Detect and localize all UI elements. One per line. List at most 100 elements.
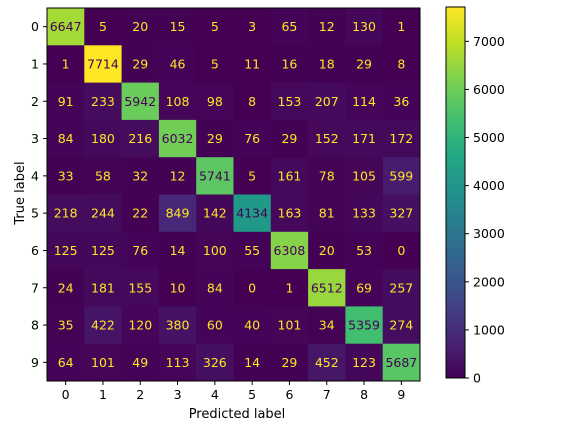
cell-value-8-5: 40: [244, 318, 260, 333]
cell-value-1-0: 1: [62, 56, 70, 71]
cell-value-7-3: 10: [170, 280, 186, 295]
cell-value-3-8: 171: [352, 131, 376, 146]
cell-value-0-7: 12: [319, 19, 335, 34]
heatmap-cell-2-4: [196, 82, 234, 121]
heatmap-cell-4-8: [345, 157, 384, 195]
heatmap-cell-2-7: [308, 82, 346, 121]
heatmap-cell-3-6: [270, 119, 309, 158]
y-tick-label-8: 8: [31, 318, 39, 333]
cell-value-8-2: 120: [128, 318, 152, 333]
cell-value-5-9: 327: [389, 206, 413, 221]
heatmap-cell-8-2: [121, 306, 160, 345]
cell-value-1-1: 7714: [87, 56, 119, 71]
cell-value-1-8: 29: [356, 56, 372, 71]
cell-value-0-9: 1: [397, 19, 405, 34]
cell-value-6-8: 53: [356, 243, 372, 258]
colorbar-tick-label-2: 2000: [473, 274, 505, 289]
heatmap-cell-5-6: [270, 194, 309, 233]
cell-value-4-0: 33: [58, 168, 74, 183]
heatmap-cell-7-3: [158, 269, 197, 307]
cell-value-5-0: 218: [54, 206, 78, 221]
heatmap-cell-7-8: [345, 269, 384, 307]
heatmap-cell-1-0: [47, 45, 85, 83]
heatmap-cell-3-3: [158, 119, 197, 158]
heatmap-cell-4-2: [121, 157, 160, 195]
cell-value-0-5: 3: [248, 19, 256, 34]
cell-value-6-6: 6308: [274, 243, 306, 258]
cell-value-5-4: 142: [203, 206, 227, 221]
cell-value-4-3: 12: [170, 168, 186, 183]
cell-value-8-3: 380: [166, 318, 190, 333]
cell-value-1-7: 18: [319, 56, 335, 71]
cell-value-1-4: 5: [211, 56, 219, 71]
cell-value-6-9: 0: [397, 243, 405, 258]
y-axis-label: True label: [13, 161, 28, 225]
cell-value-2-5: 8: [248, 94, 256, 109]
heatmap-cell-3-8: [345, 119, 384, 158]
heatmap-cell-2-8: [345, 82, 384, 121]
cell-value-6-0: 125: [54, 243, 78, 258]
colorbar: 0 1000 2000 3000 4000 5000 6000 7000: [445, 6, 505, 386]
cell-value-8-6: 101: [278, 318, 302, 333]
heatmap-cell-4-3: [158, 157, 197, 195]
y-tick-label-1: 1: [31, 56, 39, 71]
heatmap-cell-4-5: [233, 157, 272, 195]
heatmap-cell-1-5: [233, 45, 272, 83]
cell-value-6-2: 76: [132, 243, 148, 258]
heatmap-cell-2-9: [382, 82, 421, 121]
cell-value-3-2: 216: [128, 131, 152, 146]
heatmap-cell-2-1: [84, 82, 122, 121]
cell-value-8-1: 422: [91, 318, 115, 333]
cell-value-1-5: 11: [244, 56, 260, 71]
heatmap-cell-6-7: [308, 231, 346, 270]
heatmap-frame: [46, 7, 421, 382]
cell-value-0-8: 130: [352, 19, 376, 34]
heatmap-cell-0-3: [158, 8, 197, 46]
heatmap-cell-5-3: [158, 194, 197, 233]
cell-value-2-9: 36: [393, 94, 409, 109]
heatmap-cell-6-2: [121, 231, 160, 270]
heatmap-cell-9-0: [47, 343, 85, 382]
heatmap-cell-8-5: [233, 306, 272, 345]
cell-value-2-8: 114: [352, 94, 376, 109]
cell-value-9-8: 123: [352, 355, 376, 370]
heatmap-cell-7-2: [121, 269, 160, 307]
cell-value-2-2: 5942: [124, 94, 156, 109]
heatmap-cell-9-5: [233, 343, 272, 382]
x-tick-label-7: 7: [323, 387, 331, 402]
heatmap-cell-0-7: [308, 8, 346, 46]
cell-value-0-2: 20: [132, 19, 148, 34]
cell-value-9-6: 29: [281, 355, 297, 370]
y-tick-label-6: 6: [31, 243, 39, 258]
heatmap-cell-4-7: [308, 157, 346, 195]
cell-value-5-2: 22: [132, 206, 148, 221]
colorbar-tick-label-3: 3000: [473, 226, 505, 241]
cell-value-5-7: 81: [319, 206, 335, 221]
cell-value-3-1: 180: [91, 131, 115, 146]
cell-value-8-0: 35: [58, 318, 74, 333]
heatmap-cell-6-4: [196, 231, 234, 270]
heatmap-cell-6-1: [84, 231, 122, 270]
cell-value-7-9: 257: [389, 280, 413, 295]
heatmap-cell-6-8: [345, 231, 384, 270]
heatmap-cell-5-5: [233, 194, 272, 233]
colorbar-tick-label-4: 4000: [473, 178, 505, 193]
cell-value-9-7: 452: [315, 355, 339, 370]
heatmap-cell-4-0: [47, 157, 85, 195]
heatmap-cell-2-2: [121, 82, 160, 121]
cell-value-0-3: 15: [170, 19, 186, 34]
cell-value-4-1: 58: [95, 168, 111, 183]
x-tick-label-2: 2: [136, 387, 144, 402]
heatmap-cell-1-1: [84, 45, 122, 83]
y-tick-label-9: 9: [31, 355, 39, 370]
cell-value-4-7: 78: [319, 168, 335, 183]
heatmap-cell-9-8: [345, 343, 384, 382]
heatmap-cell-3-4: [196, 119, 234, 158]
cell-value-3-3: 6032: [162, 131, 194, 146]
y-tick-label-4: 4: [31, 168, 39, 183]
cell-value-9-2: 49: [132, 355, 148, 370]
heatmap-cell-4-6: [270, 157, 309, 195]
heatmap-cell-3-9: [382, 119, 421, 158]
cell-value-0-6: 65: [281, 19, 297, 34]
y-tick-label-0: 0: [31, 19, 39, 34]
